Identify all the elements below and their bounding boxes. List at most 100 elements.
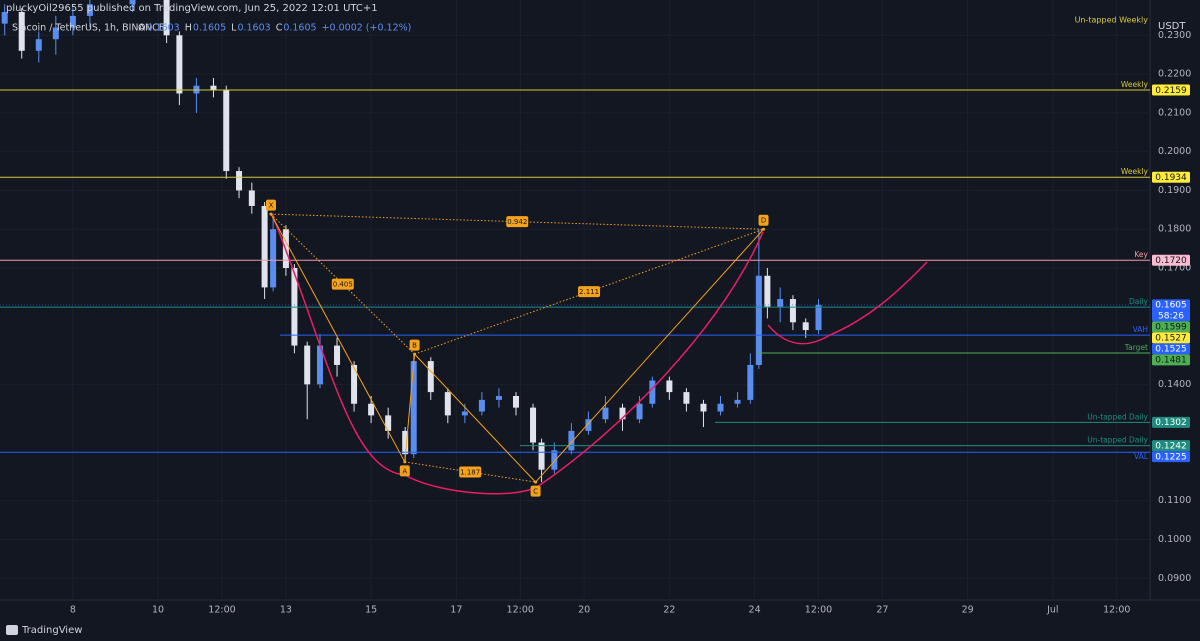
candle-body (530, 407, 537, 443)
point-label: C (533, 488, 538, 496)
candle-body (248, 190, 255, 206)
level-name: Weekly (1121, 167, 1149, 176)
level-price-box (1152, 354, 1190, 366)
level-name: Un-tapped Daily (1087, 436, 1148, 445)
level-price-box (1152, 84, 1190, 96)
y-tick-label: 0.2200 (1158, 69, 1191, 80)
current-price-label: 0.1605 (1155, 301, 1187, 311)
point-label: D (761, 217, 766, 225)
pattern-point (269, 212, 273, 216)
pattern-leg (535, 228, 764, 483)
level-price-box (1152, 171, 1190, 183)
brand: TradingView (21, 625, 82, 636)
point-box (530, 485, 541, 497)
candle-body (495, 395, 502, 400)
legend-key: L (231, 23, 237, 34)
x-tick-label: 22 (663, 605, 675, 616)
point-box (758, 214, 769, 226)
candle-body (69, 15, 76, 28)
pattern-leg (404, 354, 416, 462)
legend-key: C (276, 23, 283, 34)
level-name: Daily (1129, 297, 1149, 306)
candle-body (585, 419, 592, 431)
candle-body (334, 345, 341, 365)
level-price-box (1152, 332, 1190, 344)
candle-body (385, 415, 392, 431)
ratio-label: 0.405 (333, 281, 353, 289)
cup-curve (271, 213, 764, 495)
candle-body (755, 275, 762, 365)
symbol-title: Siacoin / TetherUS, 1h, BINANCE (12, 23, 165, 34)
level-price-box (1152, 451, 1190, 463)
x-tick-label: 29 (962, 605, 974, 616)
x-tick-label: 12:00 (208, 605, 235, 616)
x-tick-label: 13 (280, 605, 292, 616)
y-tick-label: 0.1400 (1158, 379, 1191, 390)
legend-value: 0.1603 (237, 23, 270, 34)
current-price-box (1152, 299, 1190, 322)
y-tick-label: 0.1000 (1158, 534, 1191, 545)
x-tick-label: 10 (152, 605, 164, 616)
candle-body (316, 345, 323, 385)
candle-body (777, 299, 784, 307)
candle-body (700, 403, 707, 412)
candle-body (368, 403, 375, 416)
candle-body (461, 411, 468, 416)
legend-value: 0.1605 (193, 23, 226, 34)
y-tick-label: 0.1100 (1158, 495, 1191, 506)
legend-key: O (138, 23, 145, 34)
candle-body (410, 361, 417, 455)
y-tick-label: 0.2300 (1158, 30, 1191, 41)
candle-body (551, 450, 558, 470)
candle-body (734, 399, 741, 404)
candle-body (402, 430, 409, 455)
ratio-label: 2.111 (579, 288, 599, 296)
point-label: X (269, 202, 274, 210)
countdown: 58:26 (1158, 311, 1184, 321)
y-tick-label: 0.1900 (1158, 185, 1191, 196)
candle-body (666, 380, 673, 393)
candle-body (223, 89, 230, 172)
ratio-box (459, 466, 482, 478)
level-price-label: 0.1934 (1155, 173, 1187, 183)
point-box (409, 339, 420, 351)
pattern-point (413, 352, 417, 356)
candle-body (261, 205, 268, 288)
level-name: Un-tapped Daily (1087, 412, 1148, 421)
legend-value: 0.1603 (146, 23, 179, 34)
x-tick-label: 8 (70, 605, 76, 616)
ratio-box (331, 278, 354, 290)
ratio-label: 0.942 (507, 218, 527, 226)
candle-body (163, 0, 170, 36)
x-tick-label: 12:00 (1103, 605, 1130, 616)
candle-body (35, 39, 42, 51)
point-label: B (412, 342, 417, 350)
level-name: Weekly (1121, 80, 1149, 89)
candle-body (1, 12, 8, 24)
candle-body (636, 403, 643, 420)
legend-key: H (185, 23, 192, 34)
candle-body (270, 229, 277, 288)
candle-body (683, 392, 690, 404)
candle-body (717, 403, 724, 412)
level-name: Target (1124, 343, 1148, 352)
ratio-box (506, 216, 529, 228)
y-tick-label: 0.1700 (1158, 263, 1191, 274)
candle-body (764, 275, 771, 307)
candle-body (649, 380, 656, 404)
candle-body (427, 361, 434, 393)
candle-body (304, 345, 311, 385)
candle-body (351, 364, 358, 404)
candle-body (444, 392, 451, 416)
candle-body (52, 27, 59, 40)
level-price-box (1152, 416, 1190, 428)
candle-body (512, 395, 519, 408)
level-price-box (1152, 343, 1190, 355)
level-price-label: 0.2159 (1155, 86, 1187, 96)
candle-body (478, 399, 485, 412)
candle-body (815, 304, 822, 331)
x-tick-label: 15 (365, 605, 377, 616)
candle-body (568, 430, 575, 451)
level-price-box (1152, 321, 1190, 333)
